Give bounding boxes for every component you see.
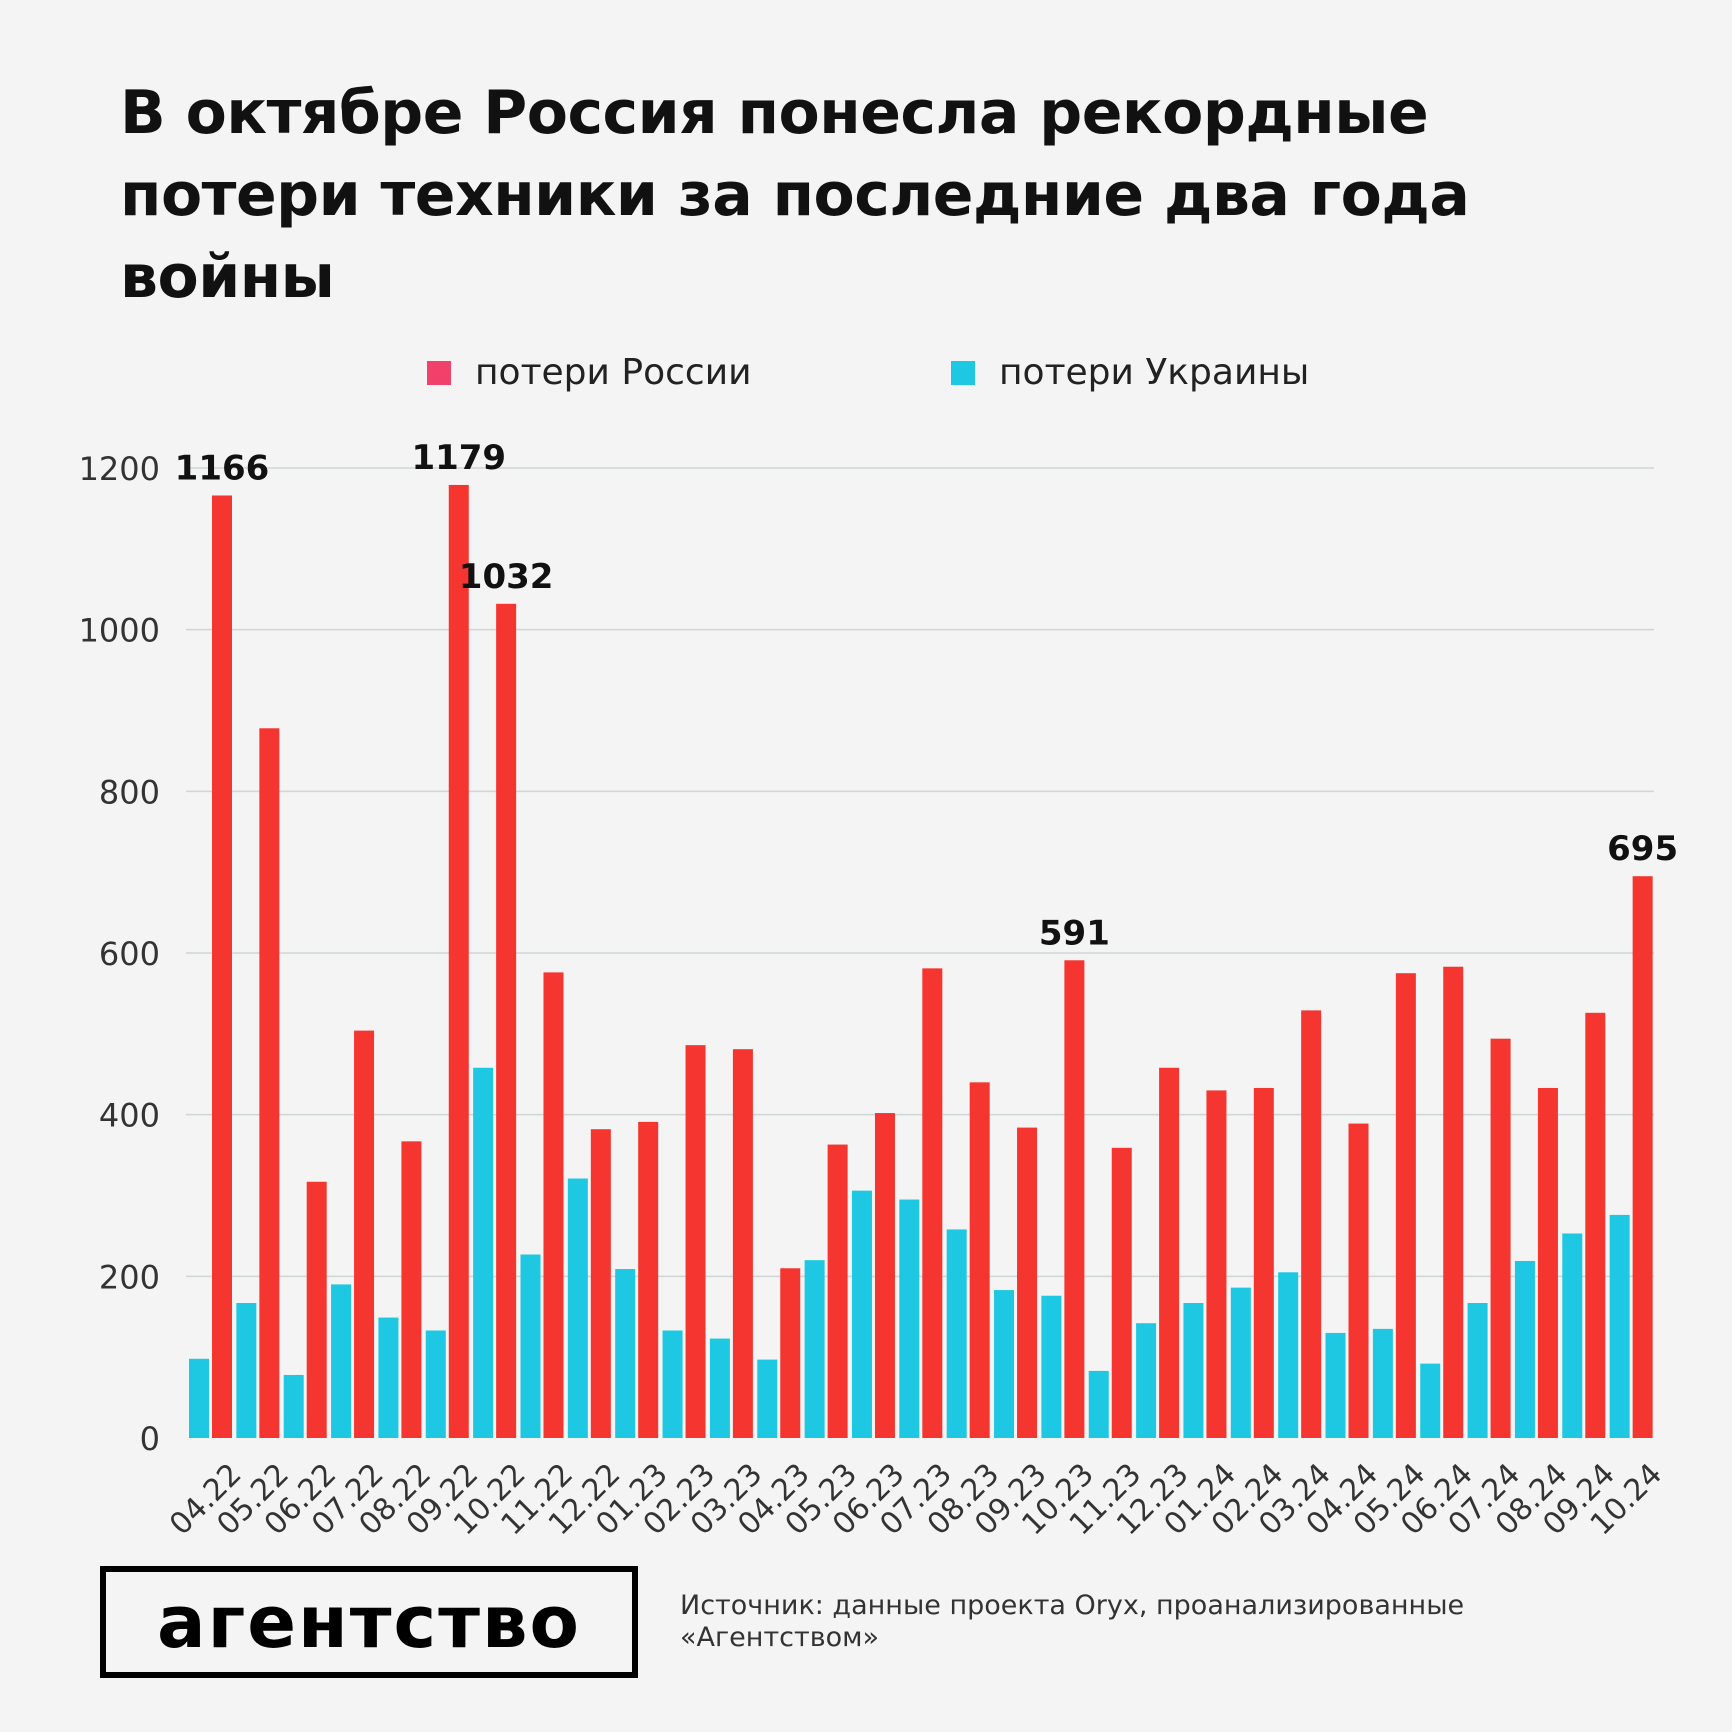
data-label: 695 [1607, 829, 1678, 869]
bar-russia [638, 1121, 659, 1438]
bar-ukraine [1325, 1332, 1346, 1438]
bar-russia [401, 1141, 422, 1438]
logo: агентство [100, 1566, 638, 1678]
legend-swatch-russia [427, 360, 451, 385]
bar-ukraine [1088, 1370, 1109, 1438]
bar-russia [1395, 973, 1416, 1438]
bar-russia [685, 1045, 706, 1438]
bar-russia [1443, 966, 1464, 1438]
bar-russia [1017, 1127, 1038, 1438]
bar-russia [1206, 1090, 1227, 1438]
bar-russia [827, 1144, 848, 1438]
bar-russia [1111, 1147, 1132, 1438]
bar-ukraine [1562, 1233, 1583, 1438]
legend-label-ukraine: потери Украины [999, 352, 1310, 393]
bar-ukraine [615, 1269, 636, 1438]
bar-russia [732, 1049, 753, 1438]
data-label: 1179 [411, 438, 506, 478]
bar-russia [969, 1082, 990, 1438]
bar-russia [1585, 1012, 1606, 1438]
bar-russia [212, 495, 232, 1438]
y-tick-label: 0 [140, 1420, 160, 1458]
bar-russia [448, 484, 469, 1439]
y-tick-label: 1200 [79, 450, 160, 488]
bar-ukraine [946, 1229, 967, 1438]
legend-label-russia: потери России [475, 352, 752, 393]
bar-ukraine [851, 1190, 872, 1438]
bar-russia [354, 1030, 375, 1438]
data-label: 591 [1039, 913, 1110, 953]
data-label: 1166 [175, 448, 270, 488]
bar-russia [306, 1181, 327, 1438]
bar-ukraine [331, 1284, 352, 1438]
bar-russia [496, 603, 517, 1438]
bar-russia [1301, 1010, 1322, 1438]
bar-ukraine [1514, 1260, 1535, 1438]
chart-title: В октябре Россия понесла рекордные потер… [120, 78, 1470, 312]
bar-russia [543, 972, 564, 1438]
bar-ukraine [425, 1330, 446, 1438]
bar-ukraine [1372, 1328, 1393, 1438]
bar-russia [780, 1268, 801, 1438]
bar-ukraine [757, 1359, 778, 1438]
bar-russia [259, 728, 280, 1438]
bar-ukraine [1230, 1287, 1251, 1438]
y-tick-label: 1000 [79, 612, 160, 650]
bar-ukraine [1420, 1363, 1441, 1438]
legend-swatch-ukraine [951, 360, 975, 385]
bar-ukraine [520, 1254, 541, 1438]
bar-ukraine [1041, 1295, 1062, 1438]
bar-ukraine [662, 1330, 683, 1438]
bar-ukraine [994, 1290, 1015, 1438]
bar-ukraine [378, 1317, 399, 1438]
bar-ukraine [236, 1303, 257, 1438]
legend-item-russia: потери России [427, 352, 752, 393]
source-note: Источник: данные проекта Oryx, проанализ… [680, 1590, 1465, 1653]
bar-russia [1159, 1067, 1180, 1438]
bar-ukraine [1609, 1214, 1630, 1438]
bar-ukraine [1183, 1303, 1204, 1438]
legend-item-ukraine: потери Украины [951, 352, 1309, 393]
bar-ukraine [473, 1067, 494, 1438]
bar-ukraine [283, 1374, 304, 1438]
bar-ukraine [804, 1260, 825, 1438]
bar-russia [1253, 1087, 1274, 1438]
bar-russia [590, 1129, 611, 1438]
bar-russia [1348, 1123, 1369, 1438]
bar-russia [1537, 1087, 1558, 1438]
bar-russia [1490, 1038, 1511, 1438]
y-tick-label: 400 [99, 1097, 160, 1135]
bar-ukraine [709, 1338, 730, 1438]
bar-ukraine [899, 1199, 920, 1438]
y-tick-label: 600 [99, 935, 160, 973]
y-tick-label: 800 [99, 773, 160, 811]
bar-ukraine [567, 1178, 588, 1438]
bar-ukraine [1278, 1272, 1299, 1438]
bar-russia [1632, 876, 1653, 1438]
bar-russia [1064, 960, 1085, 1438]
data-label: 1032 [459, 557, 554, 597]
bar-chart: 02004006008001000120004.2205.2206.2207.2… [79, 438, 1679, 1542]
bar-russia [874, 1113, 895, 1438]
bar-ukraine [1136, 1323, 1157, 1438]
y-tick-label: 200 [99, 1258, 160, 1296]
bar-ukraine [1467, 1303, 1488, 1438]
bar-ukraine [189, 1358, 209, 1438]
legend: потери России потери Украины [0, 352, 1732, 402]
bar-russia [922, 968, 943, 1438]
